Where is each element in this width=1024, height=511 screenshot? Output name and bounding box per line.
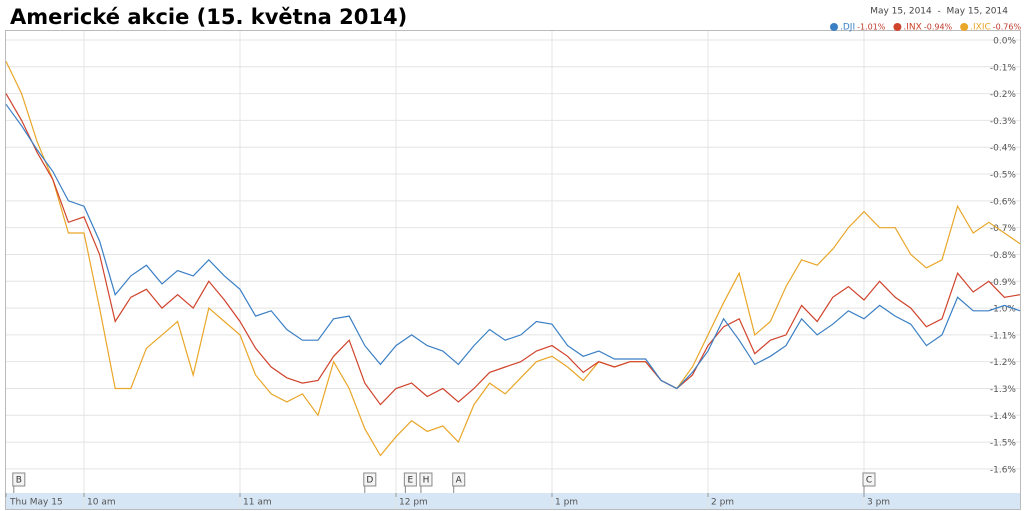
- series-line: [5, 93, 1021, 406]
- event-flag: [363, 472, 377, 487]
- event-label: E: [408, 476, 414, 486]
- y-tick-label: -1.0%: [990, 305, 1017, 315]
- x-tick-label: 2 pm: [711, 498, 734, 508]
- y-tick-label: -0.4%: [990, 144, 1017, 154]
- legend-swatch: [830, 23, 838, 31]
- legend-change: -0.94%: [924, 23, 953, 32]
- y-tick-label: -0.9%: [990, 278, 1017, 288]
- chart-title: Americké akcie (15. května 2014): [10, 5, 407, 29]
- y-tick-label: -0.1%: [990, 63, 1017, 73]
- event-label: C: [866, 476, 872, 486]
- legend-change: -0.76%: [993, 23, 1022, 32]
- y-tick-label: -1.6%: [990, 465, 1017, 475]
- event-label: B: [16, 476, 22, 486]
- y-tick-label: 0.0%: [993, 37, 1016, 47]
- y-tick-label: -0.6%: [990, 197, 1017, 207]
- y-tick-label: -0.7%: [990, 224, 1017, 234]
- event-label: D: [366, 476, 373, 486]
- event-flag: [862, 472, 876, 487]
- legend-name: .IXIC: [970, 23, 991, 33]
- y-tick-label: -1.2%: [990, 358, 1017, 368]
- x-tick-label: 3 pm: [867, 498, 890, 508]
- event-label: A: [456, 476, 463, 486]
- x-tick-label: 11 am: [243, 498, 272, 508]
- event-flag: [403, 472, 417, 487]
- event-flag: [419, 472, 433, 487]
- series-line: [5, 61, 1021, 457]
- event-label: H: [423, 476, 430, 486]
- legend-change: -1.01%: [857, 23, 886, 32]
- y-tick-label: -0.3%: [990, 117, 1017, 127]
- legend-swatch: [893, 23, 902, 31]
- x-tick-label: 12 pm: [399, 498, 428, 508]
- x-tick-label: 1 pm: [555, 498, 578, 508]
- event-flag: [12, 472, 26, 487]
- x-tick-label: 10 am: [87, 498, 116, 508]
- y-tick-label: -1.5%: [990, 439, 1017, 449]
- y-tick-label: -1.4%: [990, 412, 1017, 422]
- event-flag: [452, 472, 466, 487]
- x-axis-band: [6, 493, 1020, 509]
- y-tick-label: -1.3%: [990, 385, 1017, 395]
- date-range: May 15, 2014 - May 15, 2014: [870, 7, 1008, 17]
- legend-swatch: [960, 23, 969, 31]
- legend-name: .INX: [903, 23, 921, 33]
- y-tick-label: -0.2%: [990, 90, 1017, 100]
- y-tick-label: -0.8%: [990, 251, 1017, 261]
- plot-frame: [5, 30, 1021, 510]
- legend: .DJI -1.01% .INX -0.94% .IXIC -0.76%: [830, 23, 1021, 33]
- series-line: [5, 103, 1021, 390]
- y-tick-label: -0.5%: [990, 171, 1017, 181]
- y-tick-label: -1.1%: [990, 331, 1017, 341]
- x-tick-label: Thu May 15: [9, 498, 63, 508]
- legend-name: .DJI: [840, 23, 855, 33]
